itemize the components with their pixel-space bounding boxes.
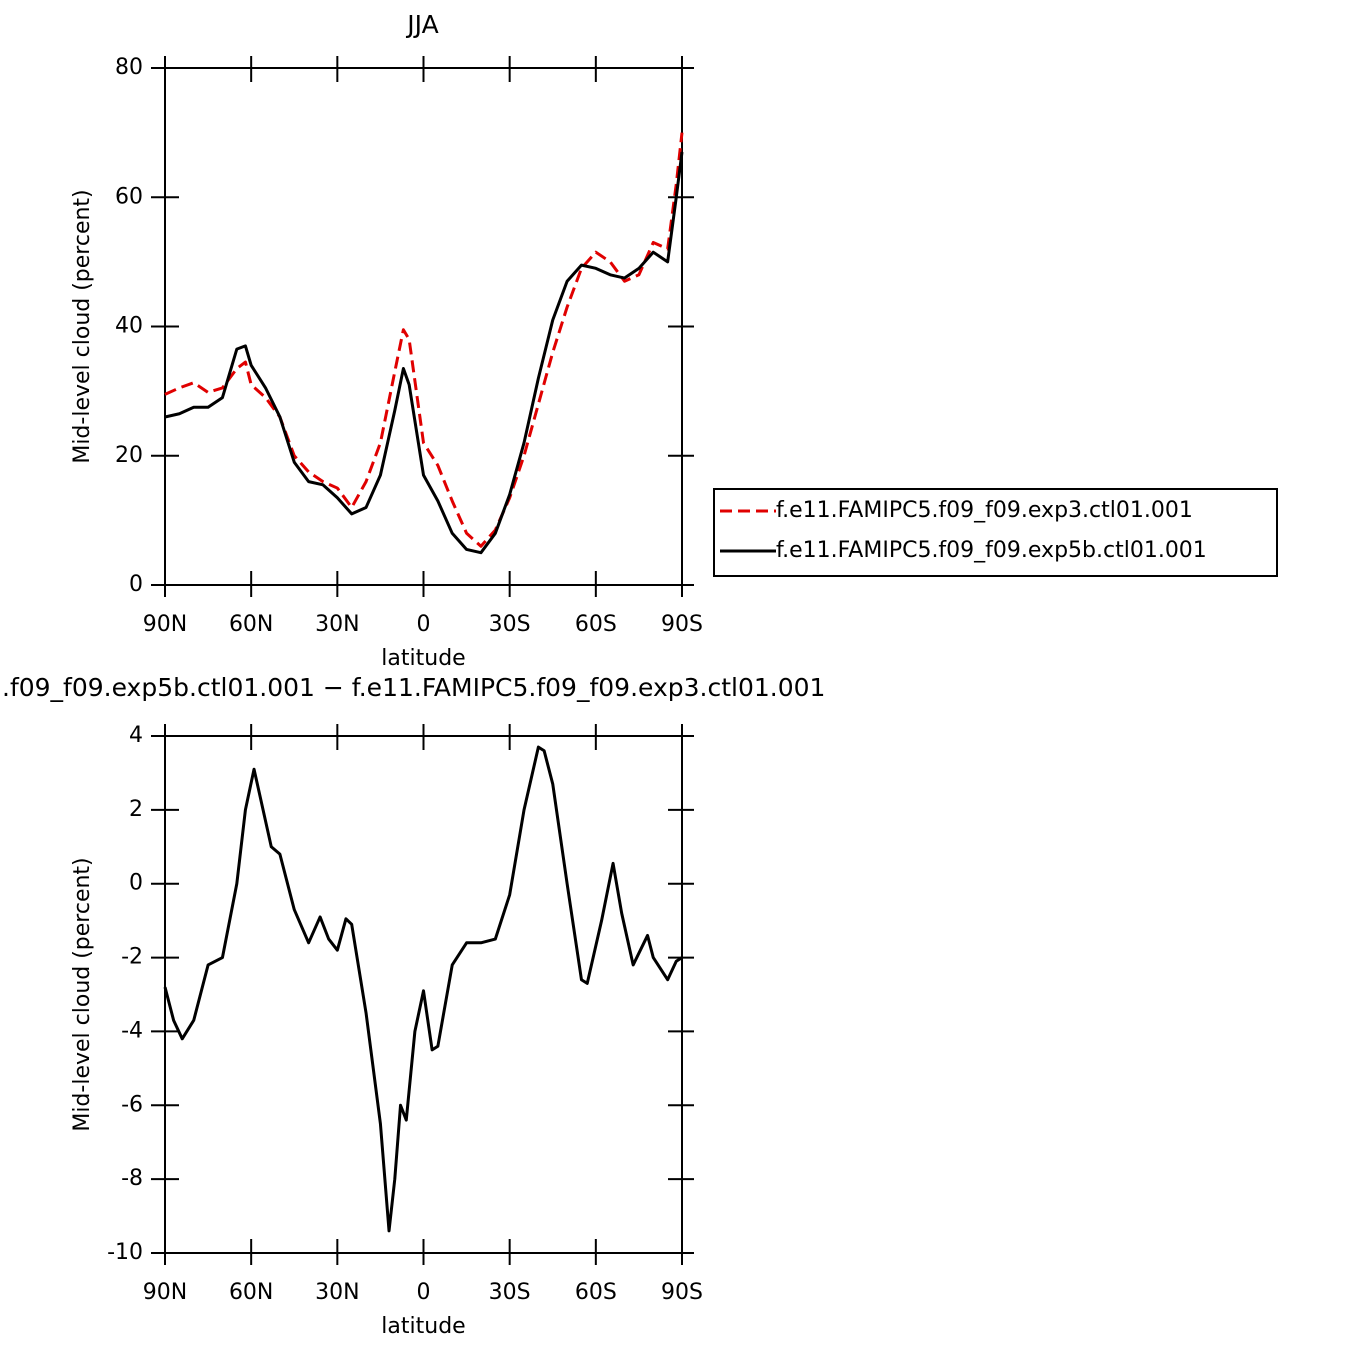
x-tick-label: 30S xyxy=(489,1280,531,1305)
y-tick-label: -8 xyxy=(121,1166,143,1191)
y-tick-label: -4 xyxy=(121,1018,143,1043)
y-axis-label: Mid-level cloud (percent) xyxy=(70,857,95,1131)
data-line xyxy=(164,132,684,548)
chart-title: JJA xyxy=(405,10,438,39)
data-line xyxy=(164,151,684,555)
legend-box xyxy=(713,488,1278,577)
x-tick-label: 30N xyxy=(315,1280,359,1305)
y-tick-label: 60 xyxy=(115,184,143,209)
x-tick-label: 90S xyxy=(661,612,703,637)
y-tick-label: -6 xyxy=(121,1092,143,1117)
x-tick-label: 0 xyxy=(417,1280,431,1305)
y-tick-label: -2 xyxy=(121,945,143,970)
y-tick-label: 0 xyxy=(129,871,143,896)
chart-title: .f09_f09.exp5b.ctl01.001 − f.e11.FAMIPC5… xyxy=(2,673,825,702)
legend-label: f.e11.FAMIPC5.f09_f09.exp5b.ctl01.001 xyxy=(776,538,1207,563)
x-tick-label: 60S xyxy=(575,1280,617,1305)
x-axis-label: latitude xyxy=(381,646,465,671)
y-tick-label: 0 xyxy=(129,572,143,597)
x-tick-label: 90N xyxy=(143,1280,187,1305)
y-axis-label: Mid-level cloud (percent) xyxy=(70,189,95,463)
y-tick-label: 2 xyxy=(129,797,143,822)
x-tick-label: 30S xyxy=(489,612,531,637)
y-tick-label: 4 xyxy=(129,723,143,748)
x-tick-label: 60N xyxy=(229,1280,273,1305)
x-tick-label: 0 xyxy=(417,612,431,637)
x-tick-label: 30N xyxy=(315,612,359,637)
y-tick-label: 80 xyxy=(115,55,143,80)
x-tick-label: 60S xyxy=(575,612,617,637)
x-axis-label: latitude xyxy=(381,1314,465,1339)
plot-frame xyxy=(164,67,683,586)
x-tick-label: 90N xyxy=(143,612,187,637)
x-tick-label: 60N xyxy=(229,612,273,637)
x-tick-label: 90S xyxy=(661,1280,703,1305)
data-line xyxy=(163,745,683,1233)
y-tick-label: -10 xyxy=(107,1240,143,1265)
y-tick-label: 40 xyxy=(115,314,143,339)
legend-label: f.e11.FAMIPC5.f09_f09.exp3.ctl01.001 xyxy=(776,498,1193,523)
y-tick-label: 20 xyxy=(115,443,143,468)
